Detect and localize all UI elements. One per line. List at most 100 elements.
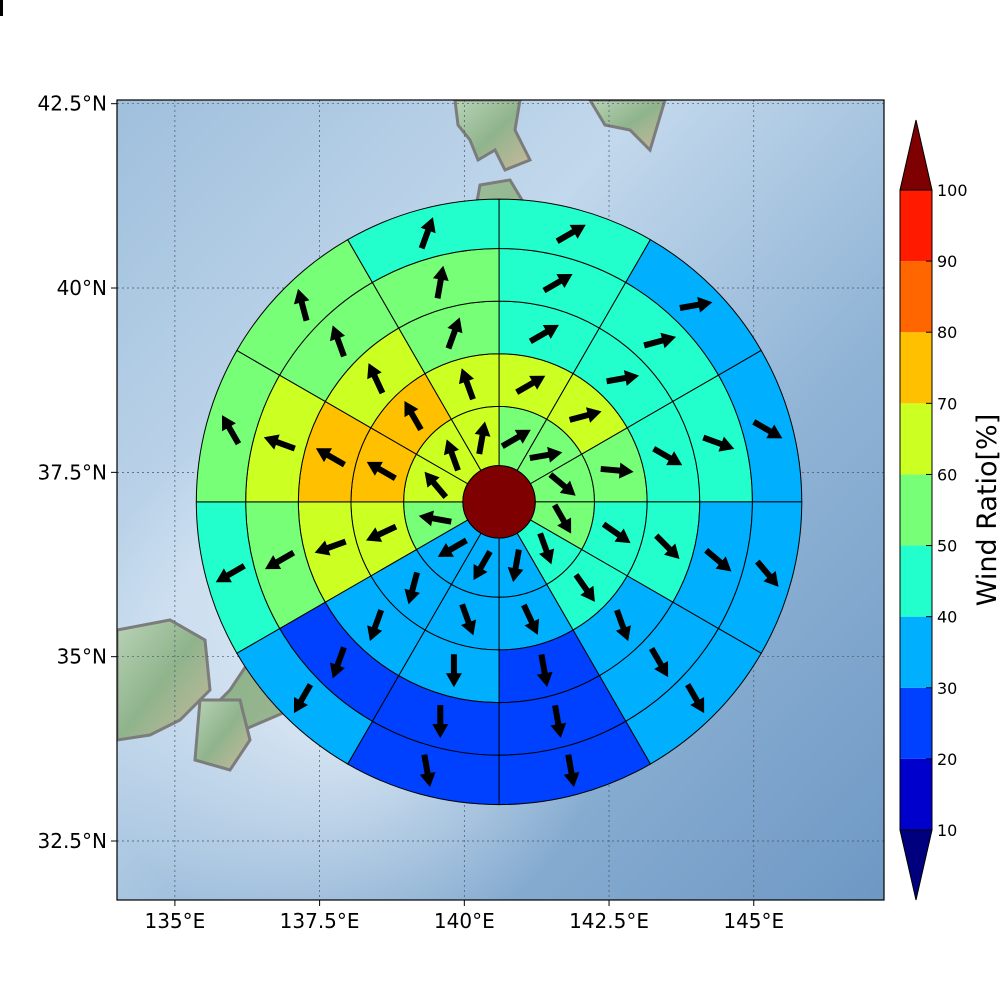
wind-arrow [329,646,347,679]
wind-arrow [432,265,449,299]
wind-arrow [445,654,462,688]
wind-arrow [537,532,555,565]
wind-arrow [528,324,559,344]
colorbar-frame [899,189,933,831]
wind-arrow [648,647,669,678]
wind-arrow [550,704,567,738]
colorbar-segment [900,616,932,688]
land-shikoku [117,618,212,742]
colorbar-tick-label: 70 [937,394,957,413]
x-tick-label: 140°E [434,909,495,933]
colorbar-tick-label: 10 [937,821,957,840]
wind-arrow [265,550,296,570]
wind-arrow [367,609,385,642]
wind-vectors [0,0,783,788]
colorbar-tick-label: 30 [937,679,957,698]
wind-arrow [215,563,246,583]
wind-arrow [474,421,491,455]
map-frame [116,99,885,901]
colorbar-label: Wind Ratio[%] [972,414,1000,606]
wind-arrow [293,683,314,714]
colorbar-extend-min [899,829,933,901]
wind-arrow [0,0,3,16]
y-tick-label: 37.5°N [38,460,108,484]
center-cell [462,465,536,539]
colorbar-segment [900,403,932,475]
colorbar-tick-label: 40 [937,608,957,627]
colorbar-segment [900,687,932,759]
wind-arrow [404,571,421,605]
wind-arrow [521,603,540,635]
wind-arrow [458,368,476,401]
y-axis-ticks: 42.5°N 40°N 37.5°N 35°N 32.5°N [38,92,117,853]
wind-arrow [263,434,296,452]
wind-arrow [679,296,713,313]
wind-arrow [654,533,680,560]
wind-arrow [542,274,573,294]
wind-arrow [366,523,398,542]
wind-arrow [568,407,602,423]
y-tick-label: 40°N [57,276,107,300]
wind-arrow [704,548,732,572]
x-tick-label: 142.5°E [569,909,649,933]
colorbar: 10 20 30 40 50 60 70 80 90 100 [899,119,968,901]
x-axis-ticks: 135°E 137.5°E 140°E 142.5°E 145°E [144,900,784,933]
wind-arrow [529,446,563,463]
wind-arrow [293,288,310,322]
wind-arrow [600,462,634,479]
wind-arrow [314,538,347,556]
wind-arrow [424,471,449,499]
wind-arrow [445,317,463,350]
wind-arrow [563,754,580,788]
wind-arrow [315,448,346,468]
y-tick-label: 32.5°N [38,829,108,853]
wind-arrow [555,224,586,244]
land-hokkaido [453,100,533,172]
wind-arrow [367,363,386,395]
colorbar-tick-label: 100 [937,181,968,200]
wind-arrow [606,370,640,386]
wind-ratio-sectors [196,199,803,806]
colorbar-tick-label: 90 [937,252,957,271]
wind-arrow [459,603,477,636]
wind-arrow [437,537,468,557]
wind-arrow [366,461,397,481]
wind-arrow [418,510,452,527]
wind-arrow [685,683,705,714]
wind-arrow [507,549,524,583]
wind-arrow [752,419,783,439]
x-tick-label: 145°E [723,909,784,933]
colorbar-segment [900,261,932,333]
colorbar-tick-label: 20 [937,750,957,769]
x-tick-label: 135°E [144,909,205,933]
wind-arrow [329,325,347,358]
colorbar-segment [900,474,932,546]
wind-arrow [443,439,461,472]
colorbar-tick-label: 80 [937,323,957,342]
wind-arrow [601,521,631,544]
wind-arrow [702,434,735,452]
land-kii [193,698,252,772]
x-tick-label: 137.5°E [280,909,360,933]
wind-arrow [552,503,572,534]
wind-arrow [515,375,546,395]
wind-arrow [755,559,779,587]
wind-arrow [548,472,576,496]
wind-arrow [643,332,677,349]
wind-arrow [221,415,242,446]
wind-arrow [432,705,449,739]
wind-arrow [500,429,531,449]
y-tick-label: 42.5°N [38,92,108,116]
wind-arrow [536,654,553,688]
colorbar-tick-label: 60 [937,465,957,484]
colorbar-tick-label: 50 [937,537,957,556]
wind-arrow [418,217,436,250]
colorbar-segment [900,545,932,617]
wind-arrow [652,446,683,466]
wind-arrow [404,401,424,432]
y-tick-label: 35°N [57,645,107,669]
land-hokkaido-east [588,100,667,153]
wind-arrow [419,754,436,788]
